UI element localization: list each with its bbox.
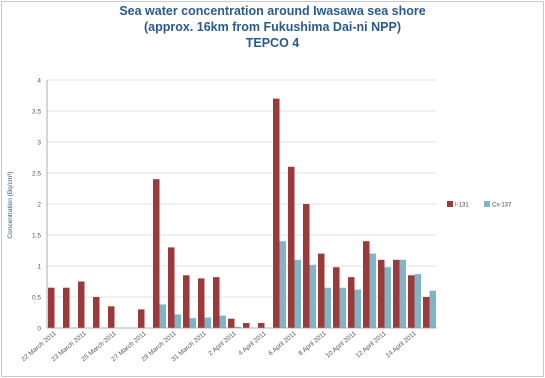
x-tick-label: 12 April 2011 xyxy=(355,330,388,360)
bar-i-131 xyxy=(213,277,220,328)
bar-i-131 xyxy=(408,275,415,328)
y-axis-title: Concentration (Bq/cm³) xyxy=(7,171,14,238)
y-tick-label: 1.5 xyxy=(32,233,41,240)
bar-i-131 xyxy=(363,241,370,328)
legend: I-131 Cs-137 xyxy=(447,201,512,209)
y-tick-label: 3.5 xyxy=(32,109,41,116)
x-tick-label: 4 April 2011 xyxy=(237,330,268,357)
bar-i-131 xyxy=(48,287,55,328)
x-tick-label: 8 April 2011 xyxy=(297,330,328,357)
bar-i-131 xyxy=(108,306,115,328)
bars xyxy=(48,98,436,328)
bar-i-131 xyxy=(393,259,400,328)
bar-cs-137 xyxy=(174,314,181,328)
x-tick-label: 14 April 2011 xyxy=(385,330,418,360)
bar-cs-137 xyxy=(294,259,301,328)
y-tick-label: 2.5 xyxy=(32,171,41,178)
legend-swatch xyxy=(447,201,453,207)
legend-label: I-131 xyxy=(455,203,469,209)
y-tick-label: 4 xyxy=(37,78,41,85)
bar-i-131 xyxy=(378,259,385,328)
y-tick-label: 0.5 xyxy=(32,295,41,302)
bar-cs-137 xyxy=(384,267,391,328)
y-tick-label: 1 xyxy=(37,264,41,271)
bar-cs-137 xyxy=(159,304,166,328)
bar-i-131 xyxy=(63,287,70,328)
bar-i-131 xyxy=(93,297,100,328)
bar-cs-137 xyxy=(204,317,211,328)
bar-i-131 xyxy=(303,204,310,328)
bar-cs-137 xyxy=(309,264,316,328)
y-axis-ticks: 0 0.5 1 1.5 2 2.5 3 3.5 4 xyxy=(32,78,41,333)
bar-i-131 xyxy=(228,318,235,328)
bar-i-131 xyxy=(273,98,280,328)
legend-label: Cs-137 xyxy=(492,203,512,209)
bar-cs-137 xyxy=(354,289,361,328)
y-tick-label: 0 xyxy=(37,326,41,333)
bar-i-131 xyxy=(243,323,250,328)
bar-cs-137 xyxy=(399,259,406,328)
x-tick-label: 6 April 2011 xyxy=(267,330,298,357)
bar-i-131 xyxy=(153,179,160,328)
bar-i-131 xyxy=(333,267,340,328)
y-tick-label: 2 xyxy=(37,202,41,209)
y-tick-label: 3 xyxy=(37,140,41,147)
x-tick-label: 10 April 2011 xyxy=(325,330,358,360)
bar-i-131 xyxy=(348,277,355,328)
x-tick-label: 2 April 2011 xyxy=(207,330,238,357)
bar-cs-137 xyxy=(189,318,196,328)
legend-swatch xyxy=(484,201,490,207)
bar-cs-137 xyxy=(279,241,286,328)
bar-i-131 xyxy=(423,297,430,328)
chart-subtitle-2: TEPCO 4 xyxy=(245,36,300,50)
bar-i-131 xyxy=(183,275,190,328)
bar-i-131 xyxy=(138,309,145,328)
bar-i-131 xyxy=(258,323,265,328)
bar-i-131 xyxy=(168,247,175,328)
bar-i-131 xyxy=(318,253,325,328)
bar-cs-137 xyxy=(414,274,421,328)
bar-i-131 xyxy=(78,281,85,328)
bar-cs-137 xyxy=(369,253,376,328)
chart-title: Sea water concentration around Iwasawa s… xyxy=(119,4,426,18)
bar-i-131 xyxy=(288,166,295,328)
bar-cs-137 xyxy=(324,287,331,328)
bar-cs-137 xyxy=(234,326,241,328)
chart-subtitle: (approx. 16km from Fukushima Dai-ni NPP) xyxy=(144,20,401,34)
bar-i-131 xyxy=(198,278,205,328)
bar-cs-137 xyxy=(429,290,436,328)
bar-cs-137 xyxy=(339,287,346,328)
bar-cs-137 xyxy=(219,315,226,328)
